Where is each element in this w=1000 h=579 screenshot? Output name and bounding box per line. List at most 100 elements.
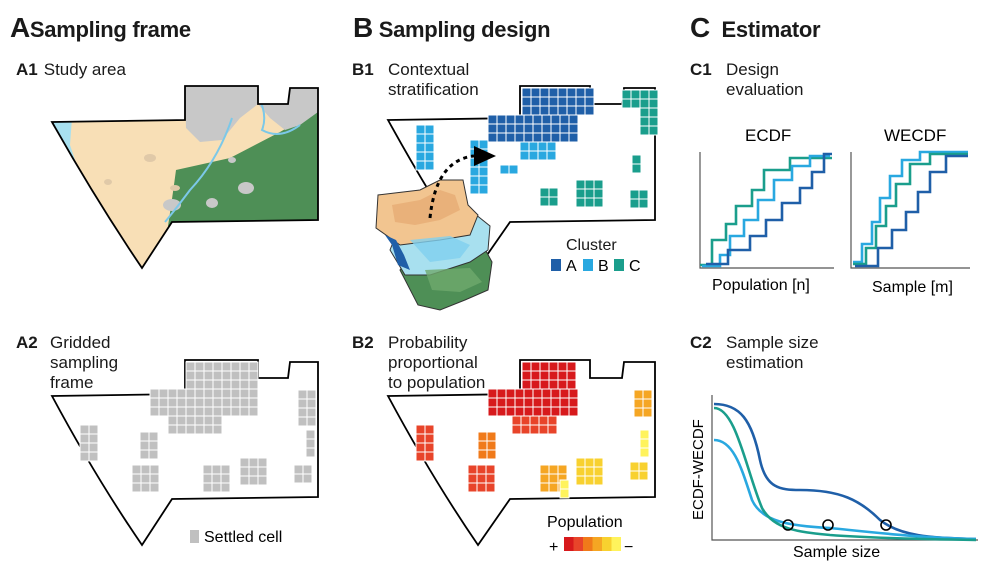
cluster-cell — [530, 105, 541, 116]
population-cell — [476, 464, 487, 475]
population-cell — [566, 379, 577, 390]
population-cell — [496, 397, 507, 408]
settled-cell — [248, 370, 259, 381]
settled-cell — [248, 361, 259, 372]
settled-cell — [194, 361, 205, 372]
population-swatch — [583, 537, 593, 551]
cluster-cell — [541, 123, 552, 134]
ecdf-line-c — [700, 156, 832, 267]
cluster-swatch-c — [614, 259, 624, 271]
cluster-cell — [496, 132, 507, 143]
population-cell — [559, 397, 570, 408]
population-cell — [559, 488, 570, 499]
cluster-cell — [575, 105, 586, 116]
settled-cell — [220, 473, 231, 484]
population-cell — [476, 473, 487, 484]
population-cell — [538, 424, 549, 435]
settled-cell — [203, 415, 214, 426]
gridded-frame-outline — [50, 359, 319, 547]
population-cell — [575, 475, 586, 486]
population-cell — [477, 431, 488, 442]
population-cell — [639, 447, 650, 458]
cluster-cell — [584, 105, 595, 116]
cluster-cell — [532, 114, 543, 125]
cluster-cell — [505, 114, 516, 125]
settled-cell — [297, 398, 308, 409]
cluster-cell — [523, 132, 534, 143]
ecdf-xlabel: Population [n] — [712, 277, 810, 294]
cluster-cell — [639, 89, 650, 100]
population-swatch — [592, 537, 602, 551]
ecdf-plot — [699, 152, 834, 269]
population-frame-outline — [386, 359, 656, 547]
settled-cell — [221, 379, 232, 390]
population-cell — [639, 438, 650, 449]
cluster-swatch-b — [583, 259, 593, 271]
settled-cell — [257, 475, 268, 486]
cluster-cell — [424, 124, 435, 135]
population-cell — [485, 482, 496, 493]
population-cell — [593, 475, 604, 486]
population-cell — [486, 440, 497, 451]
cluster-cell — [557, 105, 568, 116]
settled-cell — [149, 397, 160, 408]
population-cell — [539, 482, 550, 493]
cluster-cell — [478, 184, 489, 195]
settled-cell — [203, 424, 214, 435]
population-swatch — [564, 537, 574, 551]
settled-cell — [220, 464, 231, 475]
cluster-cell — [532, 123, 543, 134]
population-cell — [633, 398, 644, 409]
cluster-legend-title: Cluster — [566, 237, 617, 254]
urban-area — [185, 86, 258, 142]
wecdf-plot — [850, 150, 970, 269]
population-cell — [557, 370, 568, 381]
cluster-cell — [638, 189, 649, 200]
cluster-cell — [539, 196, 550, 207]
settled-cell — [305, 429, 316, 440]
cluster-cell — [548, 87, 559, 98]
population-cell — [415, 451, 426, 462]
population-cell — [529, 424, 540, 435]
settled-cell — [167, 406, 178, 417]
cluster-cell — [539, 96, 550, 107]
settled-cell — [306, 416, 317, 427]
population-cell — [530, 379, 541, 390]
cluster-cell — [593, 179, 604, 190]
sample-size-plot — [711, 395, 978, 542]
settled-cell — [203, 388, 214, 399]
cluster-cell — [559, 132, 570, 143]
settled-cell — [302, 464, 313, 475]
population-cell — [566, 361, 577, 372]
cluster-cell — [566, 87, 577, 98]
cluster-cell — [424, 151, 435, 162]
settled-cell — [248, 466, 259, 477]
population-cell — [532, 388, 543, 399]
ecdf-line-b — [702, 154, 830, 268]
settled-cell — [79, 433, 90, 444]
cluster-cell — [550, 114, 561, 125]
settled-cell — [212, 397, 223, 408]
cluster-cell — [639, 107, 650, 118]
settled-cell — [239, 466, 250, 477]
population-cell — [505, 388, 516, 399]
settled-cell — [194, 397, 205, 408]
settled-cell — [293, 464, 304, 475]
cluster-cell — [539, 105, 550, 116]
settled-cell — [149, 473, 160, 484]
population-cell — [541, 397, 552, 408]
study-area-outline — [50, 85, 319, 270]
sample-curve-c — [713, 406, 977, 542]
population-cell — [529, 415, 540, 426]
population-cell — [629, 461, 640, 472]
sample-size-xlabel: Sample size — [793, 544, 880, 561]
cluster-cell — [629, 189, 640, 200]
settled-cell — [230, 370, 241, 381]
population-cell — [638, 461, 649, 472]
population-cell — [593, 457, 604, 468]
population-cell — [575, 457, 586, 468]
wecdf-axes — [850, 152, 970, 269]
cluster-cell — [424, 133, 435, 144]
settled-cell — [239, 379, 250, 390]
settled-cell — [239, 475, 250, 486]
